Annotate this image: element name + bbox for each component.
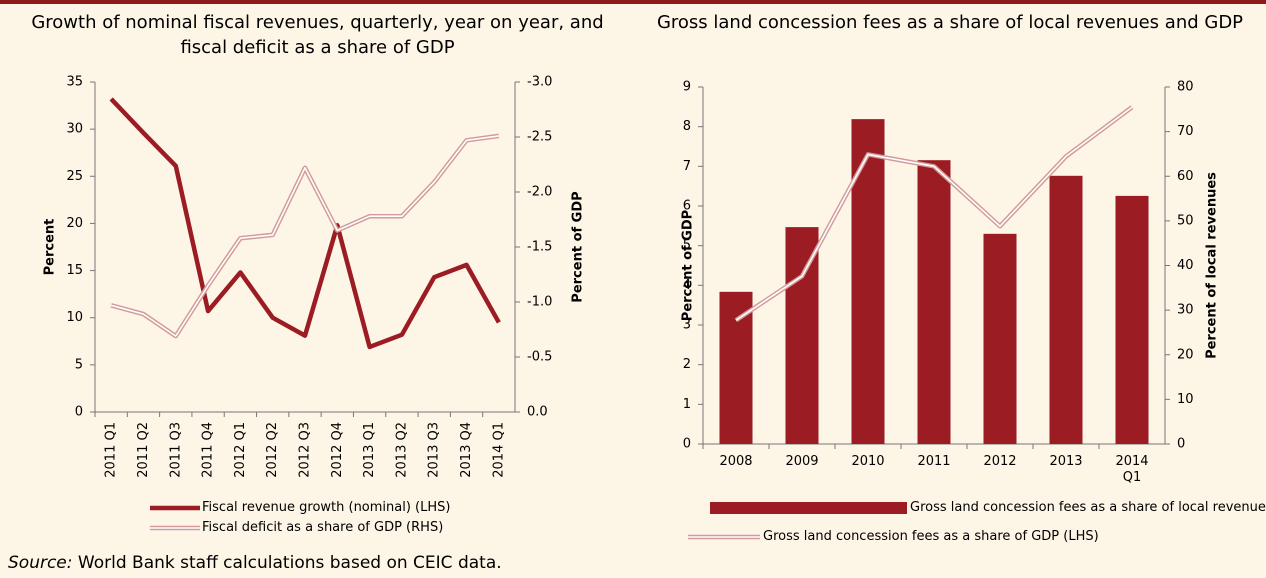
- legend-label: Gross land concession fees as a share of…: [763, 529, 1099, 544]
- y-tick-label: 9: [683, 80, 691, 95]
- y2-tick-label: -3.0: [527, 75, 552, 90]
- y2-tick-label: -0.5: [527, 350, 552, 365]
- x-tick-label: 2009: [785, 454, 819, 469]
- legend-swatch: [710, 502, 907, 514]
- x-tick-label: 2013 Q3: [427, 422, 442, 478]
- y2-tick-label: -2.0: [527, 185, 552, 200]
- x-tick-label: 2013: [1049, 454, 1083, 469]
- y-tick-label: 2: [683, 357, 691, 372]
- x-tick-label: 2013 Q1: [362, 422, 377, 478]
- y2-tick-label: 0.0: [527, 405, 548, 420]
- y-tick-label: 30: [66, 122, 83, 137]
- y-tick-label: 4: [683, 278, 691, 293]
- source-note: Source: World Bank staff calculations ba…: [8, 553, 502, 573]
- chart-title: Gross land concession fees as a share of…: [656, 12, 1244, 33]
- x-tick-label: 2013 Q4: [459, 422, 474, 478]
- x-tick-label: 2014 Q1: [491, 422, 506, 478]
- legend-label: Fiscal deficit as a share of GDP (RHS): [202, 520, 444, 535]
- line: [109, 97, 501, 350]
- y-tick-label: 0: [75, 405, 83, 420]
- y-tick-label: 1: [683, 397, 691, 412]
- bar: [851, 119, 885, 444]
- y-tick-label: 8: [683, 119, 691, 134]
- x-tick-label: 2012 Q3: [298, 422, 313, 478]
- bar: [785, 227, 819, 444]
- legend-label: Gross land concession fees as a share of…: [910, 500, 1266, 515]
- x-tick-label: 2011 Q1: [104, 422, 119, 478]
- line-inner: [110, 135, 499, 337]
- source-text: World Bank staff calculations based on C…: [77, 553, 502, 573]
- y-tick-label: 6: [683, 199, 691, 214]
- y2-axis-label: Percent of GDP: [571, 191, 586, 302]
- bar: [1049, 175, 1083, 444]
- y-tick-label: 15: [66, 263, 83, 278]
- line-outer: [110, 133, 500, 339]
- y2-axis-label: Percent of local revenues: [1205, 172, 1220, 359]
- y2-tick-label: 0: [1177, 437, 1185, 452]
- y2-tick-label: -1.5: [527, 240, 552, 255]
- x-tick-label: 2014 Q1: [1115, 454, 1149, 485]
- y2-tick-label: 20: [1177, 347, 1194, 362]
- x-tick-label: 2010: [851, 454, 885, 469]
- y2-tick-label: 80: [1177, 80, 1194, 95]
- y2-tick-label: 50: [1177, 213, 1194, 228]
- y-tick-label: 7: [683, 159, 691, 174]
- y2-tick-label: 40: [1177, 258, 1194, 273]
- source-label: Source:: [8, 553, 73, 573]
- y2-tick-label: 60: [1177, 169, 1194, 184]
- chart-title: Growth of nominal fiscal revenues, quart…: [31, 12, 604, 58]
- x-tick-label: 2011 Q3: [168, 422, 183, 478]
- y-axis-label: Percent of GDP: [681, 210, 696, 321]
- x-tick-label: 2012 Q1: [233, 422, 248, 478]
- x-tick-label: 2012: [983, 454, 1017, 469]
- y2-tick-label: 70: [1177, 124, 1194, 139]
- line-inner: [735, 106, 1133, 321]
- y-tick-label: 0: [683, 437, 691, 452]
- bar: [1115, 195, 1149, 444]
- x-tick-label: 2012 Q4: [330, 422, 345, 478]
- y2-tick-label: -2.5: [527, 130, 552, 145]
- y2-tick-label: 10: [1177, 392, 1194, 407]
- y-tick-label: 5: [683, 238, 691, 253]
- top-bar: [0, 0, 1266, 4]
- y2-tick-label: -1.0: [527, 295, 552, 310]
- x-tick-label: 2011 Q2: [136, 422, 151, 478]
- legend-label: Fiscal revenue growth (nominal) (LHS): [202, 500, 451, 515]
- y2-tick-label: 30: [1177, 303, 1194, 318]
- bar: [983, 233, 1017, 444]
- x-tick-label: 2012 Q2: [265, 422, 280, 478]
- x-tick-label: 2011: [917, 454, 951, 469]
- y-tick-label: 5: [75, 357, 83, 372]
- y-tick-label: 25: [66, 169, 83, 184]
- x-tick-label: 2008: [719, 454, 753, 469]
- y-tick-label: 10: [66, 310, 83, 325]
- y-tick-label: 20: [66, 216, 83, 231]
- y-tick-label: 35: [66, 75, 83, 90]
- y-axis-label: Percent: [43, 219, 58, 276]
- y-tick-label: 3: [683, 318, 691, 333]
- bar: [917, 160, 951, 444]
- x-tick-label: 2011 Q4: [201, 422, 216, 478]
- x-tick-label: 2013 Q2: [394, 422, 409, 478]
- bar: [719, 291, 753, 444]
